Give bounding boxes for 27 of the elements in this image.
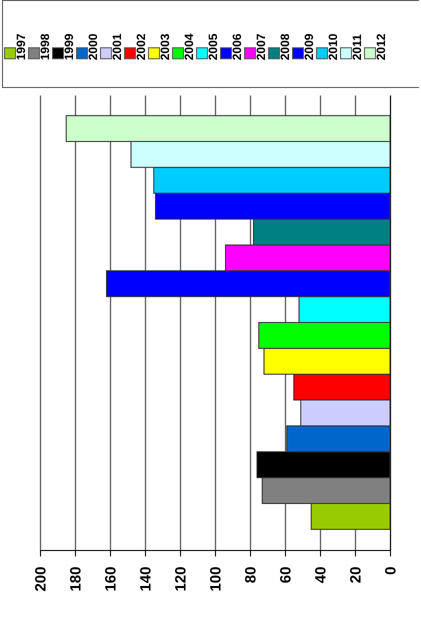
x-tick-label: 40: [312, 566, 330, 584]
legend-label: 2001: [110, 33, 124, 60]
legend-label: 2010: [326, 33, 340, 60]
x-tick-label: 180: [68, 566, 84, 592]
legend-label: 2003: [158, 33, 172, 60]
legend-label: 2008: [278, 33, 292, 60]
legend-label: 2004: [182, 33, 196, 60]
legend-label: 1998: [38, 33, 52, 60]
x-tick-label: 20: [348, 566, 364, 584]
x-tick-label: 100: [208, 566, 224, 592]
x-tick-label: 0: [382, 566, 400, 575]
legend-label: 2002: [134, 33, 148, 60]
legend-label: 2011: [350, 34, 364, 60]
x-tick-label: 160: [102, 566, 120, 592]
x-tick-label: 120: [172, 566, 190, 592]
legend-label: 2012: [374, 33, 388, 60]
x-tick-label: 60: [278, 566, 294, 584]
legend-label: 1999: [62, 33, 76, 60]
x-tick-label: 80: [242, 566, 260, 584]
legend-label: 2007: [254, 33, 268, 60]
x-tick-label: 140: [138, 566, 154, 592]
legend-label: 2005: [206, 33, 220, 60]
legend-label: 2000: [86, 33, 100, 60]
legend-label: 1997: [14, 33, 28, 60]
legend-label: 2006: [230, 33, 244, 60]
x-tick-label: 200: [32, 566, 50, 592]
legend-label: 2009: [302, 33, 316, 60]
